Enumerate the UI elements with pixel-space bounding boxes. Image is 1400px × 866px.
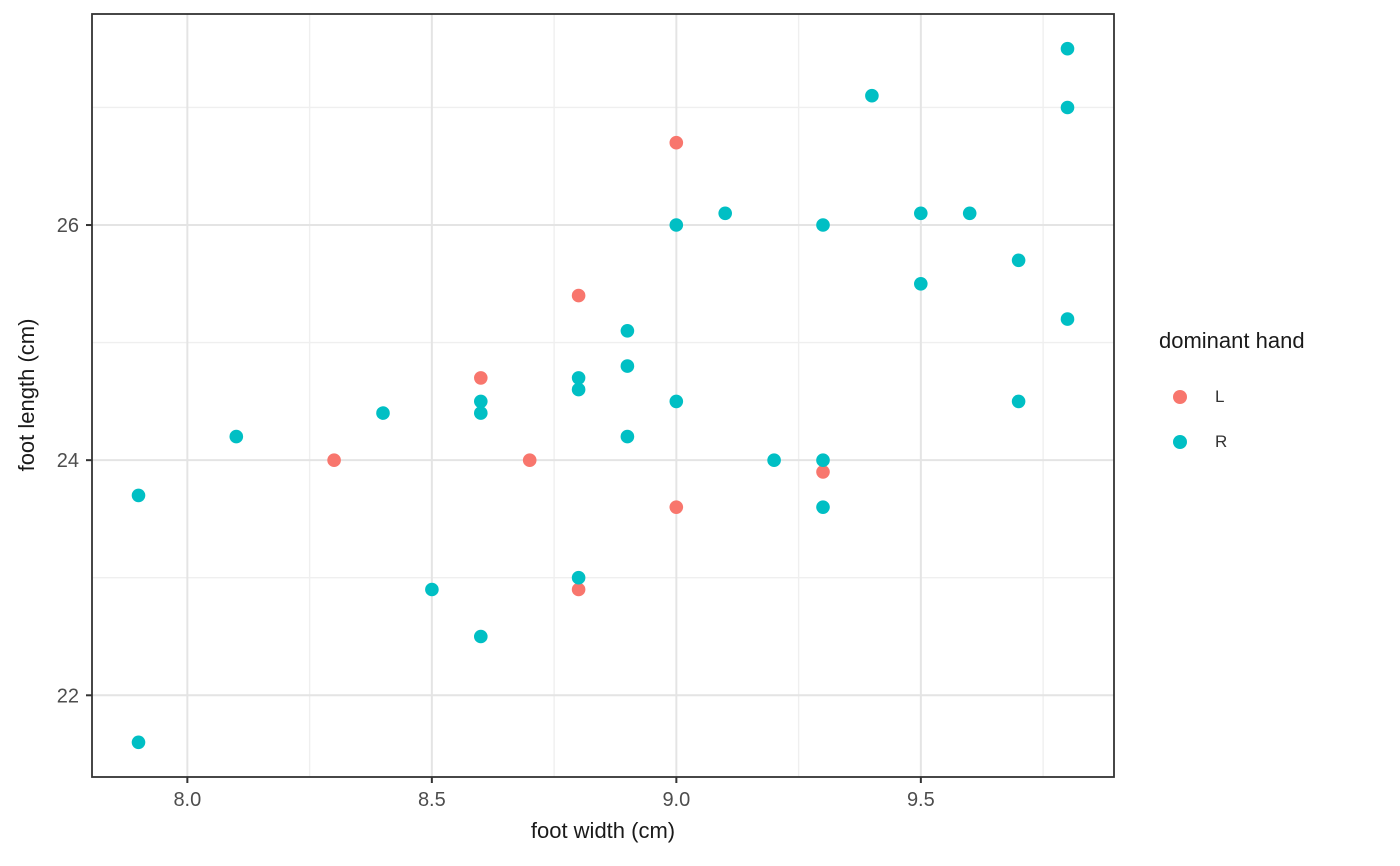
legend-item-L: L [1159,382,1389,412]
data-point-R [816,453,830,468]
data-point-R [718,206,732,221]
data-point-R [914,206,928,221]
x-tick-label: 8.0 [173,789,201,811]
x-tick-label: 8.5 [418,789,446,811]
y-tick-label: 24 [57,450,79,472]
data-point-R [914,277,928,291]
data-point-L [327,453,341,468]
data-point-R [474,629,488,644]
data-point-L [816,465,830,479]
data-point-L [669,135,684,150]
x-axis-title: foot width (cm) [530,818,676,843]
data-point-R [816,218,830,232]
y-tick-label: 22 [57,685,79,707]
data-point-R [767,453,781,468]
legend-item-R: R [1159,427,1389,457]
panel-border [91,13,1115,778]
data-point-R [669,394,684,409]
data-point-R [1060,312,1075,326]
legend-item-label: R [1215,432,1228,451]
data-point-R [571,371,586,385]
data-point-R [669,218,684,232]
legend-key-dot [1173,435,1187,449]
x-tick-label: 9.0 [662,789,690,811]
legend-title: dominant hand [1159,328,1305,353]
data-point-R [376,406,390,420]
data-point-R [962,206,977,221]
x-tick-label: 9.5 [907,789,935,811]
data-point-R [620,429,635,444]
legend-item-label: L [1215,387,1225,406]
data-point-L [522,453,537,468]
data-point-R [865,88,879,103]
data-point-R [571,570,586,585]
data-point-R [620,359,635,373]
data-point-R [229,429,244,444]
data-point-L [571,288,586,303]
data-point-L [571,582,586,597]
legend-key-dot [1173,390,1187,404]
data-point-L [669,500,684,514]
y-axis-title: foot length (cm) [13,318,39,472]
data-point-R [131,735,146,750]
data-point-R [620,324,635,338]
data-point-L [474,371,488,385]
data-point-R [474,394,488,409]
data-point-R [571,382,586,397]
data-point-R [1060,100,1075,115]
data-point-R [1060,41,1075,56]
panel-background [92,14,1114,777]
data-point-R [1011,253,1026,268]
data-point-R [1011,394,1026,409]
data-point-R [131,488,146,503]
data-point-R [425,582,439,597]
y-tick-label: 26 [57,215,79,237]
data-point-R [474,406,488,420]
data-point-R [816,500,830,514]
